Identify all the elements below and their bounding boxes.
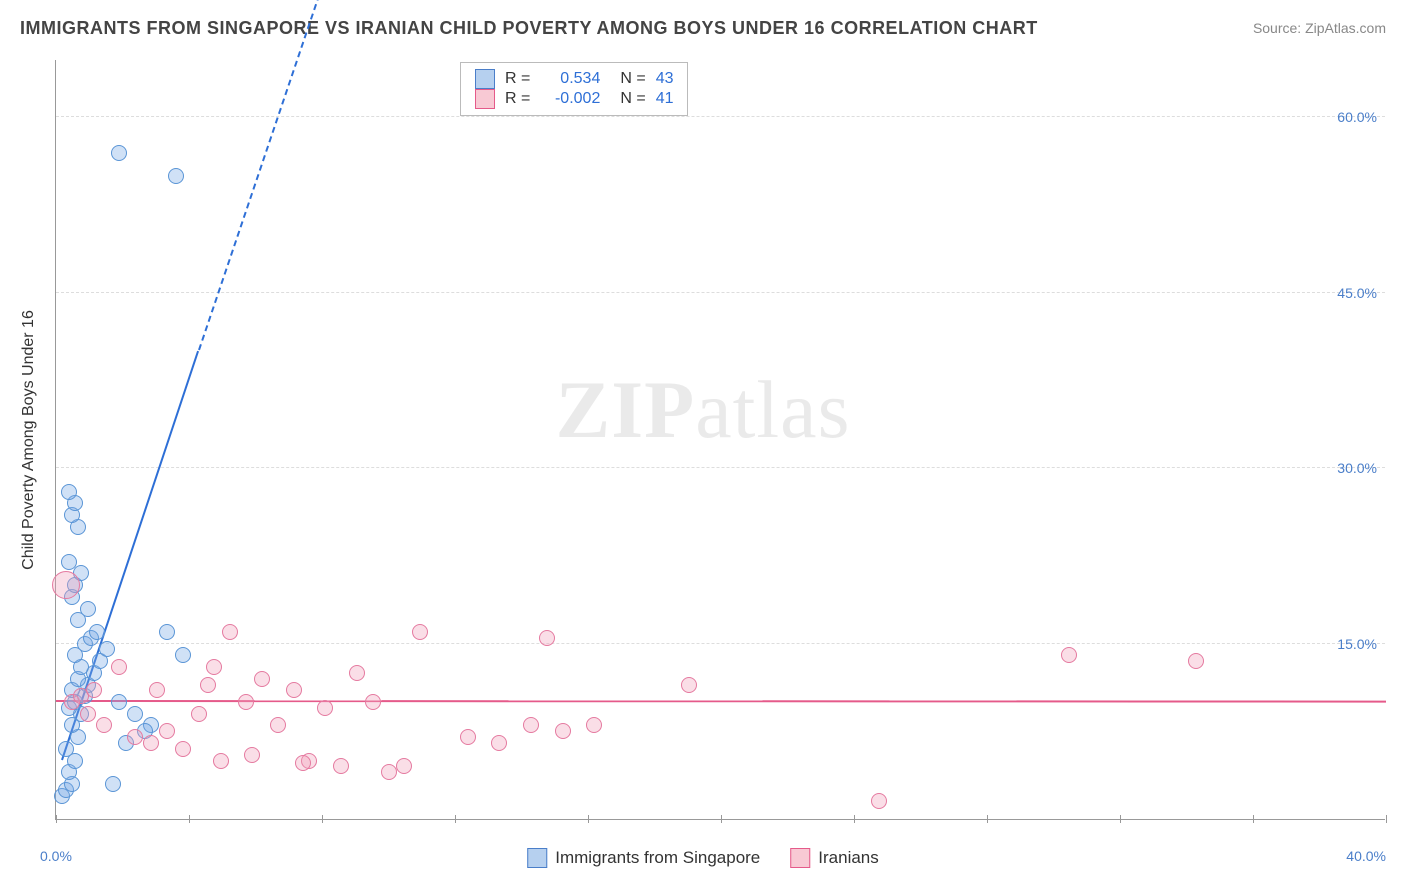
data-point-iranians	[270, 717, 286, 733]
data-point-iranians	[555, 723, 571, 739]
x-tick	[721, 815, 722, 823]
data-point-iranians	[244, 747, 260, 763]
data-point-singapore	[61, 484, 77, 500]
legend-series: Immigrants from Singapore Iranians	[527, 848, 879, 868]
x-tick	[189, 815, 190, 823]
trend-line-iranians	[56, 700, 1386, 703]
data-point-iranians	[295, 755, 311, 771]
data-point-iranians	[412, 624, 428, 640]
data-point-singapore	[111, 145, 127, 161]
gridline	[56, 292, 1385, 293]
data-point-iranians	[1188, 653, 1204, 669]
data-point-iranians	[1061, 647, 1077, 663]
data-point-iranians	[333, 758, 349, 774]
data-point-iranians	[381, 764, 397, 780]
y-axis-title: Child Poverty Among Boys Under 16	[20, 310, 38, 570]
x-axis-max-label: 40.0%	[1346, 848, 1386, 864]
legend-correlation-row: R = -0.002 N = 41	[475, 89, 673, 109]
trend-line-dashed-singapore	[198, 0, 327, 351]
data-point-iranians	[52, 571, 80, 599]
data-point-singapore	[89, 624, 105, 640]
data-point-iranians	[149, 682, 165, 698]
y-tick-label: 45.0%	[1337, 285, 1377, 301]
y-tick-label: 15.0%	[1337, 636, 1377, 652]
data-point-singapore	[61, 554, 77, 570]
data-point-singapore	[175, 647, 191, 663]
x-tick	[987, 815, 988, 823]
data-point-iranians	[200, 677, 216, 693]
data-point-iranians	[523, 717, 539, 733]
data-point-iranians	[491, 735, 507, 751]
data-point-iranians	[86, 682, 102, 698]
n-value: 41	[656, 90, 674, 108]
legend-swatch	[790, 848, 810, 868]
data-point-singapore	[99, 641, 115, 657]
data-point-iranians	[365, 694, 381, 710]
data-point-iranians	[871, 793, 887, 809]
x-tick	[455, 815, 456, 823]
y-tick-label: 30.0%	[1337, 460, 1377, 476]
data-point-iranians	[206, 659, 222, 675]
data-point-iranians	[143, 735, 159, 751]
data-point-iranians	[80, 706, 96, 722]
x-tick	[1253, 815, 1254, 823]
legend-swatch	[527, 848, 547, 868]
data-point-iranians	[111, 659, 127, 675]
n-value: 43	[656, 70, 674, 88]
legend-correlation-row: R = 0.534 N = 43	[475, 69, 673, 89]
n-label: N =	[620, 90, 645, 108]
x-tick	[1386, 815, 1387, 823]
legend-swatch	[475, 89, 495, 109]
x-tick	[1120, 815, 1121, 823]
data-point-iranians	[586, 717, 602, 733]
data-point-iranians	[254, 671, 270, 687]
x-tick	[854, 815, 855, 823]
data-point-iranians	[317, 700, 333, 716]
data-point-iranians	[539, 630, 555, 646]
x-axis-min-label: 0.0%	[40, 848, 72, 864]
n-label: N =	[620, 70, 645, 88]
data-point-iranians	[213, 753, 229, 769]
data-point-singapore	[105, 776, 121, 792]
data-point-iranians	[396, 758, 412, 774]
legend-series-label: Immigrants from Singapore	[555, 848, 760, 868]
r-value: 0.534	[540, 70, 600, 88]
r-label: R =	[505, 70, 530, 88]
data-point-iranians	[286, 682, 302, 698]
x-tick	[322, 815, 323, 823]
data-point-iranians	[96, 717, 112, 733]
data-point-iranians	[349, 665, 365, 681]
r-value: -0.002	[540, 90, 600, 108]
x-tick	[56, 815, 57, 823]
data-point-iranians	[159, 723, 175, 739]
legend-correlation: R = 0.534 N = 43 R = -0.002 N = 41	[460, 62, 688, 116]
plot-area: 15.0% 30.0% 45.0% 60.0%	[55, 60, 1385, 820]
data-point-singapore	[127, 706, 143, 722]
data-point-iranians	[681, 677, 697, 693]
data-point-iranians	[238, 694, 254, 710]
gridline	[56, 643, 1385, 644]
x-tick	[588, 815, 589, 823]
data-point-iranians	[127, 729, 143, 745]
chart-title: IMMIGRANTS FROM SINGAPORE VS IRANIAN CHI…	[20, 18, 1038, 39]
data-point-singapore	[80, 601, 96, 617]
y-tick-label: 60.0%	[1337, 109, 1377, 125]
data-point-iranians	[175, 741, 191, 757]
data-point-iranians	[222, 624, 238, 640]
data-point-iranians	[191, 706, 207, 722]
legend-swatch	[475, 69, 495, 89]
gridline	[56, 467, 1385, 468]
legend-series-label: Iranians	[818, 848, 878, 868]
source-label: Source: ZipAtlas.com	[1253, 20, 1386, 36]
data-point-singapore	[159, 624, 175, 640]
gridline	[56, 116, 1385, 117]
legend-series-item: Immigrants from Singapore	[527, 848, 760, 868]
legend-series-item: Iranians	[790, 848, 878, 868]
data-point-singapore	[111, 694, 127, 710]
r-label: R =	[505, 90, 530, 108]
data-point-iranians	[460, 729, 476, 745]
data-point-singapore	[168, 168, 184, 184]
data-point-singapore	[58, 741, 74, 757]
